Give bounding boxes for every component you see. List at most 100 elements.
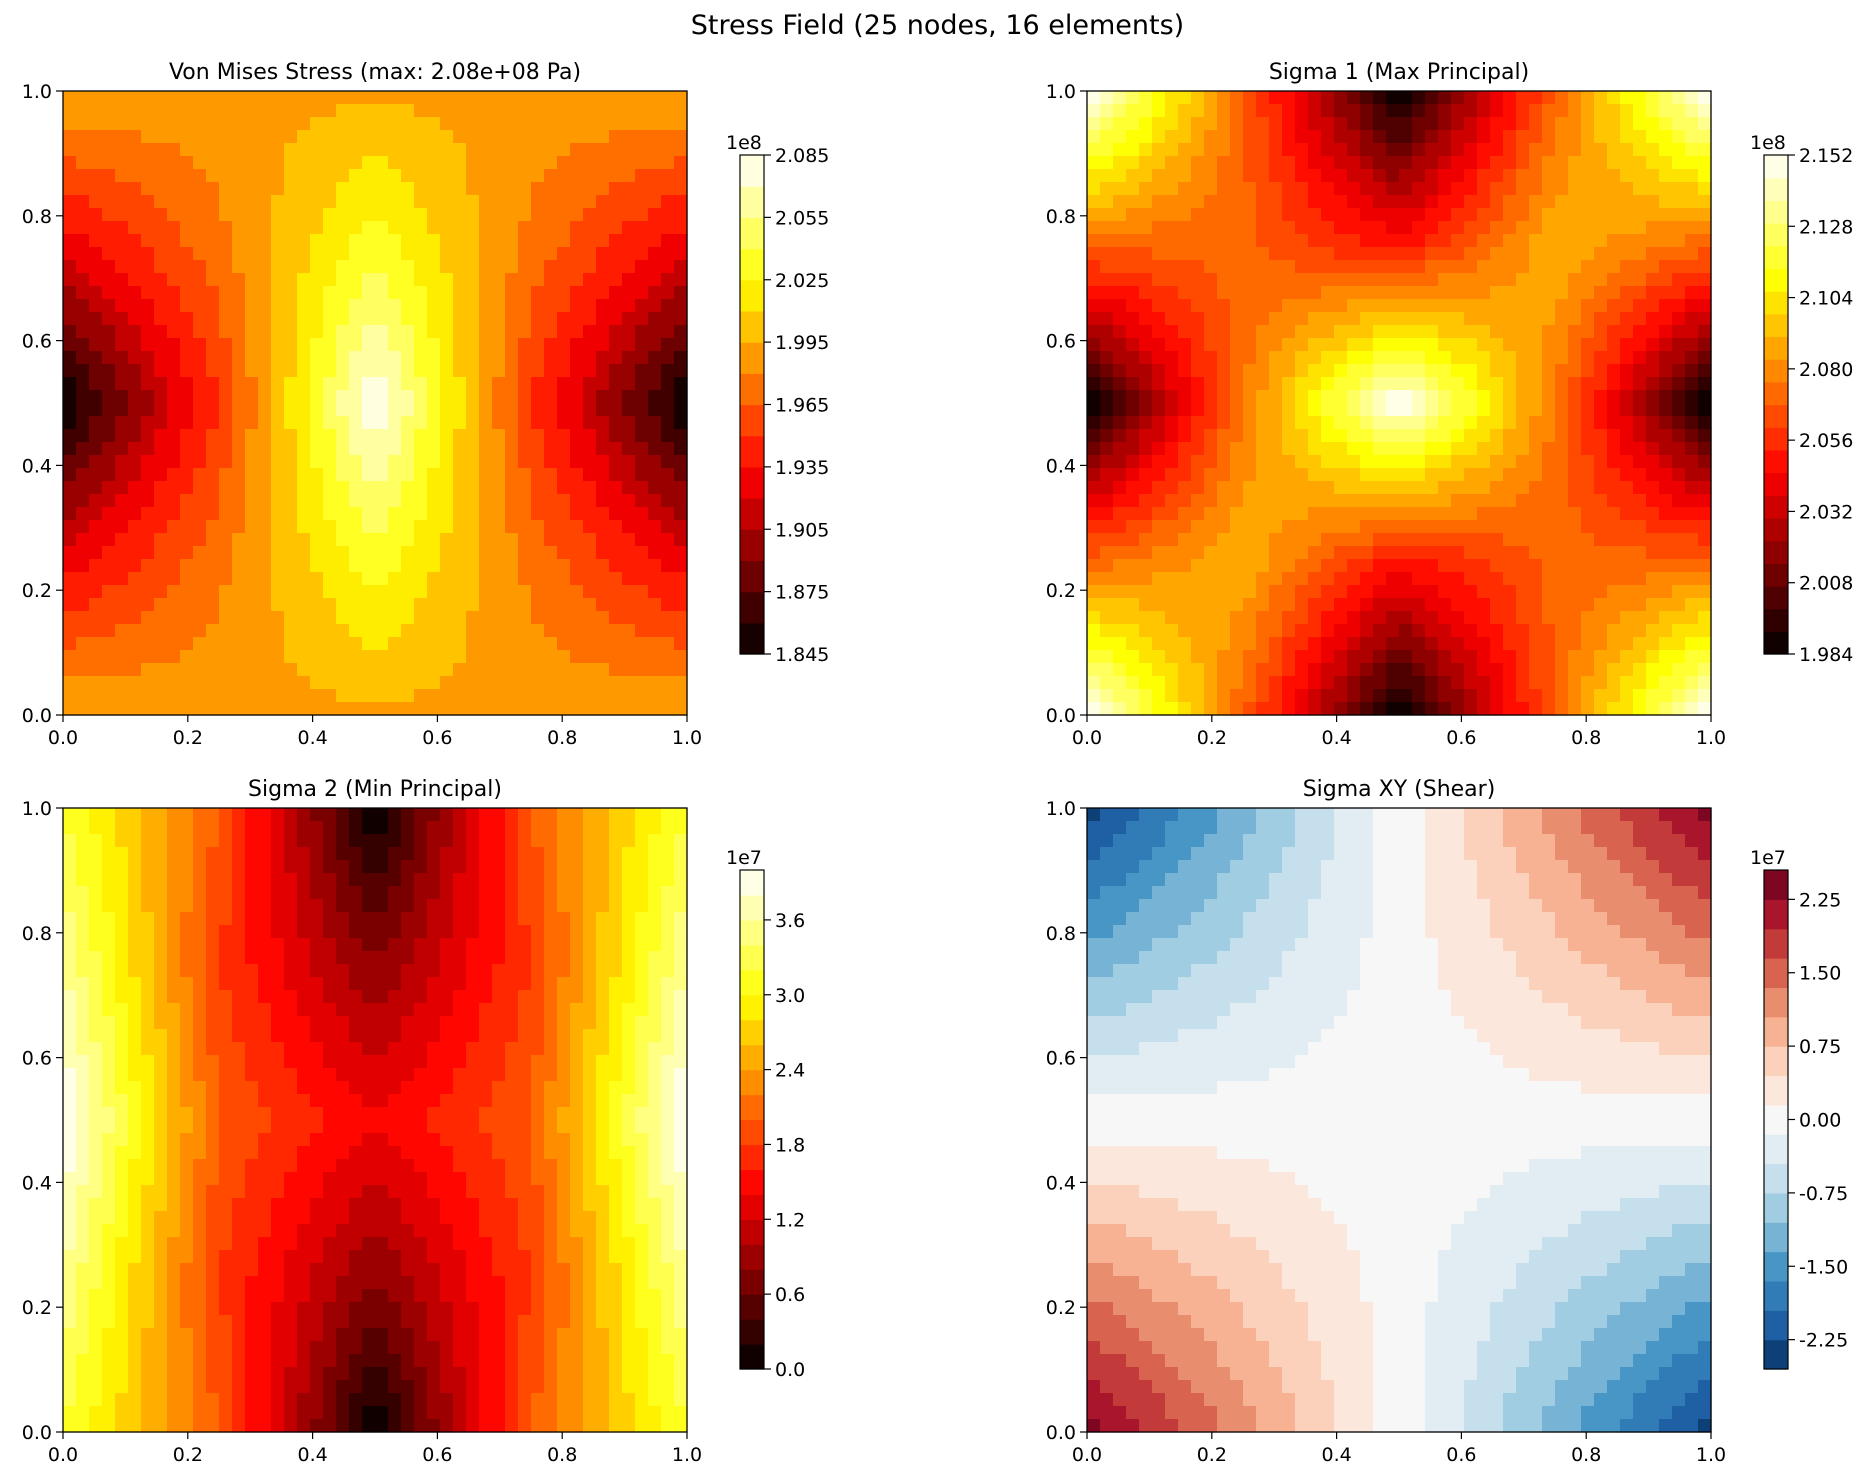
contour-cell xyxy=(492,468,506,482)
contour-cell xyxy=(1347,546,1361,560)
contour-cell xyxy=(1399,338,1413,352)
contour-cell xyxy=(1685,611,1699,625)
contour-cell xyxy=(1425,689,1439,703)
contour-cell xyxy=(193,390,207,404)
contour-cell xyxy=(1490,208,1504,222)
contour-cell xyxy=(661,221,675,235)
contour-cell xyxy=(1672,104,1686,118)
contour-cell xyxy=(375,312,389,326)
contour-cell xyxy=(1607,156,1621,170)
contour-cell xyxy=(1620,117,1634,131)
contour-cell xyxy=(609,403,623,417)
contour-cell xyxy=(1620,416,1634,430)
contour-cell xyxy=(1477,234,1491,248)
contour-cell xyxy=(1113,481,1127,495)
contour-cell xyxy=(1646,624,1660,638)
contour-cell xyxy=(63,286,77,300)
contour-cell xyxy=(193,834,207,848)
contour-cell xyxy=(1204,234,1218,248)
contour-cell xyxy=(1373,468,1387,482)
y-tick-label: 0.8 xyxy=(1046,206,1076,228)
contour-cell xyxy=(284,468,298,482)
contour-cell xyxy=(1451,559,1465,573)
contour-cell xyxy=(505,338,519,352)
contour-cell xyxy=(1165,572,1179,586)
contour-cell xyxy=(401,286,415,300)
contour-cell xyxy=(375,702,389,716)
contour-cell xyxy=(1230,663,1244,677)
contour-cell xyxy=(336,143,350,157)
contour-cell xyxy=(154,286,168,300)
y-tick-label: 0.0 xyxy=(1046,705,1076,727)
contour-cell xyxy=(544,364,558,378)
contour-cell xyxy=(1594,130,1608,144)
contour-cell xyxy=(1152,273,1166,287)
contour-cell xyxy=(466,338,480,352)
contour-cell xyxy=(258,585,272,599)
contour-cell xyxy=(1633,442,1647,456)
contour-cell xyxy=(180,325,194,339)
contour-cell xyxy=(1698,377,1712,391)
contour-cell xyxy=(323,468,337,482)
contour-cell xyxy=(63,247,77,261)
contour-cell xyxy=(1685,689,1699,703)
contour-cell xyxy=(271,117,285,131)
contour-cell xyxy=(258,364,272,378)
contour-cell xyxy=(1295,546,1309,560)
contour-cell xyxy=(76,481,90,495)
contour-cell xyxy=(388,650,402,664)
contour-cell xyxy=(1308,455,1322,469)
contour-cell xyxy=(63,351,77,365)
contour-cell xyxy=(401,468,415,482)
contour-cell xyxy=(167,468,181,482)
contour-cell xyxy=(310,455,324,469)
contour-cell xyxy=(661,559,675,573)
contour-cell xyxy=(622,416,636,430)
contour-cell xyxy=(466,182,480,196)
contour-cell xyxy=(1282,91,1296,105)
contour-cell xyxy=(310,663,324,677)
contour-cell xyxy=(544,585,558,599)
contour-cell xyxy=(492,351,506,365)
contour-cell xyxy=(1490,442,1504,456)
contour-cell xyxy=(1295,611,1309,625)
contour-cell xyxy=(1451,234,1465,248)
contour-cell xyxy=(310,585,324,599)
contour-cell xyxy=(336,104,350,118)
contour-cell xyxy=(401,676,415,690)
contour-cell xyxy=(1295,572,1309,586)
contour-cell xyxy=(349,663,363,677)
contour-cell xyxy=(1672,546,1686,560)
contour-cell xyxy=(102,676,116,690)
contour-cell xyxy=(1412,572,1426,586)
contour-cell xyxy=(1334,234,1348,248)
contour-cell xyxy=(1633,195,1647,209)
contour-cell xyxy=(531,546,545,560)
contour-cell xyxy=(1165,312,1179,326)
contour-cell xyxy=(76,650,90,664)
contour-cell xyxy=(1373,429,1387,443)
contour-cell xyxy=(1685,572,1699,586)
contour-cell xyxy=(544,117,558,131)
contour-cell xyxy=(479,520,493,534)
contour-cell xyxy=(193,808,207,822)
contour-cell xyxy=(1386,351,1400,365)
contour-cell xyxy=(518,611,532,625)
contour-cell xyxy=(1477,702,1491,716)
contour-cell xyxy=(336,351,350,365)
contour-cell xyxy=(1503,312,1517,326)
contour-cell xyxy=(1126,429,1140,443)
contour-cell xyxy=(102,860,116,874)
contour-cell xyxy=(375,91,389,105)
contour-cell xyxy=(206,689,220,703)
contour-cell xyxy=(466,559,480,573)
contour-cell xyxy=(544,182,558,196)
contour-cell xyxy=(323,390,337,404)
contour-cell xyxy=(1451,338,1465,352)
contour-cell xyxy=(323,351,337,365)
contour-cell xyxy=(531,847,545,861)
contour-cell xyxy=(63,208,77,222)
contour-cell xyxy=(1308,650,1322,664)
contour-cell xyxy=(1659,624,1673,638)
contour-cell xyxy=(414,598,428,612)
